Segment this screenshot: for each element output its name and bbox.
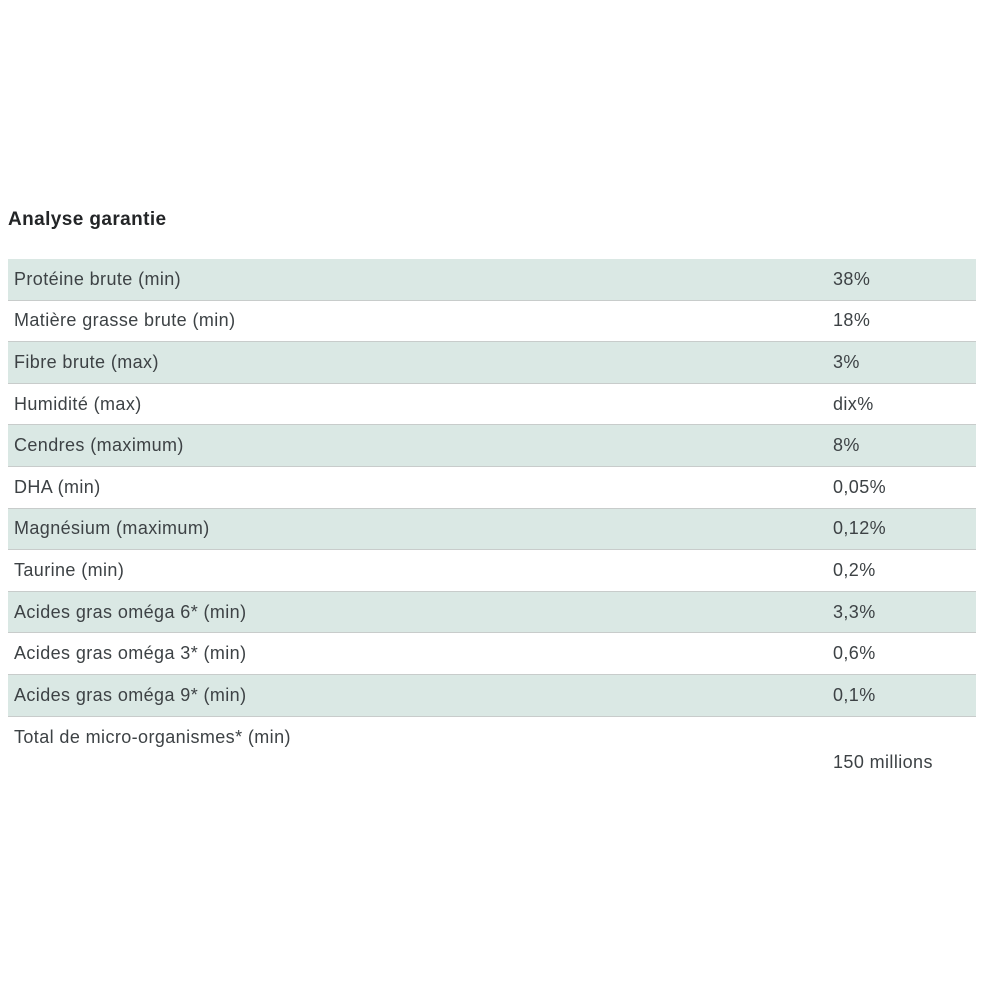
nutrient-value: 0,6% (833, 643, 876, 664)
nutrient-label: Acides gras oméga 9* (min) (14, 684, 247, 705)
table-row: Matière grasse brute (min) 18% (8, 300, 976, 343)
nutrient-label: Humidité (max) (14, 393, 142, 414)
nutrient-value: 0,05% (833, 476, 887, 497)
table-row: Acides gras oméga 6* (min) 3,3% (8, 591, 976, 634)
nutrient-value: 3,3% (833, 601, 876, 622)
nutrient-value: 0,1% (833, 684, 876, 705)
table-row: Acides gras oméga 9* (min) 0,1% (8, 674, 976, 717)
nutrient-value: 0,2% (833, 559, 876, 580)
page-title: Analyse garantie (8, 209, 167, 230)
nutrient-label: Fibre brute (max) (14, 351, 159, 372)
table-row: Fibre brute (max) 3% (8, 342, 976, 384)
table-row: Taurine (min) 0,2% (8, 550, 976, 592)
nutrient-label: DHA (min) (14, 476, 101, 497)
nutrient-label: Cendres (maximum) (14, 435, 184, 456)
nutrient-label: Protéine brute (min) (14, 268, 182, 289)
nutrient-value: 0,12% (833, 518, 887, 539)
nutrient-value: dix% (833, 393, 874, 414)
nutrient-value: 150 millions (833, 751, 933, 772)
nutrient-label: Acides gras oméga 3* (min) (14, 643, 247, 664)
guaranteed-analysis-table: Protéine brute (min) 38% Matière grasse … (8, 259, 976, 792)
table-row: DHA (min) 0,05% (8, 466, 976, 509)
table-row: Cendres (maximum) 8% (8, 425, 976, 467)
nutrient-label: Taurine (min) (14, 559, 125, 580)
table-row: Magnésium (maximum) 0,12% (8, 508, 976, 551)
table-row: Total de micro-organismes* (min) 150 mil… (8, 716, 976, 792)
nutrient-label: Matière grasse brute (min) (14, 310, 236, 331)
guaranteed-analysis-section: Analyse garantie Protéine brute (min) 38… (8, 209, 976, 792)
table-row: Acides gras oméga 3* (min) 0,6% (8, 633, 976, 675)
nutrient-label: Acides gras oméga 6* (min) (14, 601, 247, 622)
table-row: Humidité (max) dix% (8, 383, 976, 426)
nutrient-value: 18% (833, 310, 871, 331)
nutrient-value: 8% (833, 435, 860, 456)
table-row: Protéine brute (min) 38% (8, 259, 976, 301)
nutrient-value: 38% (833, 268, 871, 289)
nutrient-label: Magnésium (maximum) (14, 518, 210, 539)
nutrient-value: 3% (833, 351, 860, 372)
nutrient-label: Total de micro-organismes* (min) (14, 726, 291, 747)
